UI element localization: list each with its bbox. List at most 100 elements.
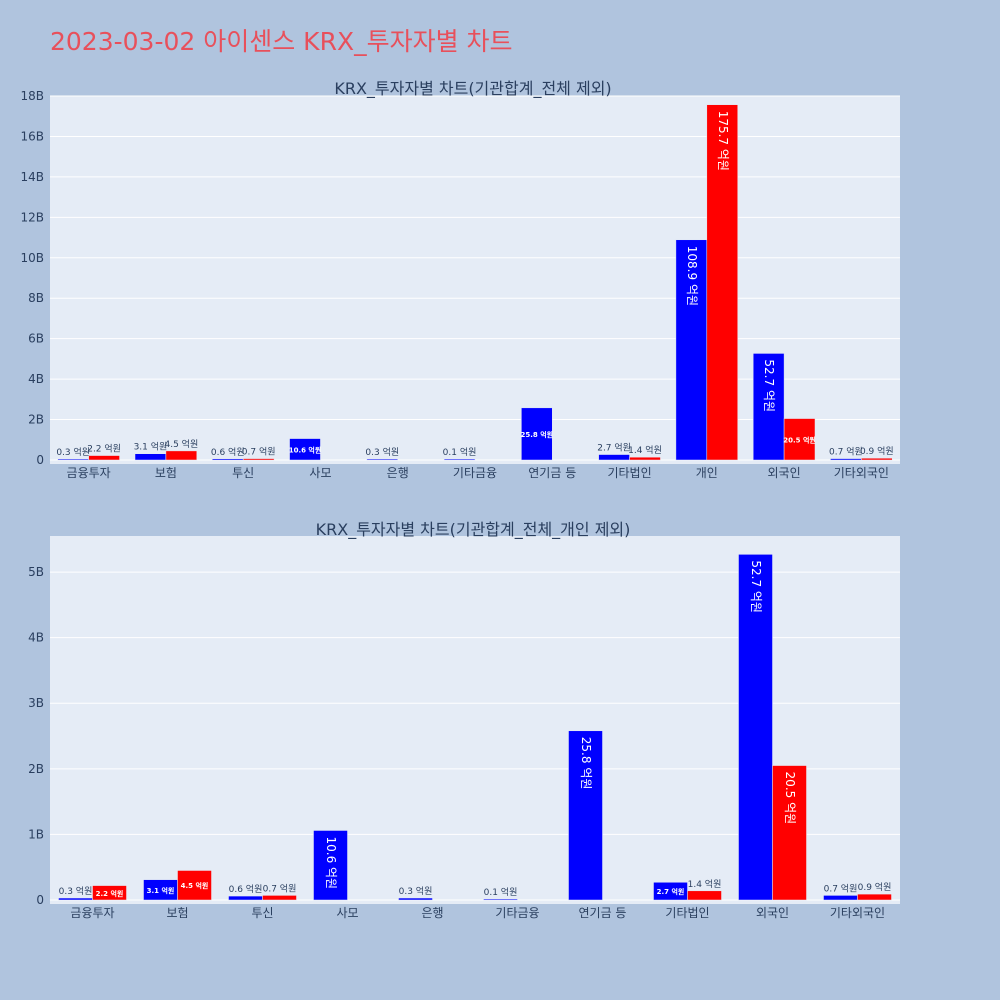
y-tick-label: 2B — [28, 762, 44, 776]
y-tick-label: 1B — [28, 827, 44, 841]
chart-top: 0 2B 4B 6B 8B 10B 12B 14B 16B 18B KRX_투자자별 차트(기관합계… — [20, 79, 900, 480]
data-label: 0.6 억원 — [211, 446, 245, 458]
y-tick-label: 4B — [28, 372, 44, 386]
bar — [687, 890, 722, 901]
x-tick-label: 은행 — [387, 465, 409, 480]
bar — [366, 458, 398, 461]
bar — [313, 830, 348, 901]
bar — [92, 885, 127, 901]
y-tick-label: 16B — [20, 129, 44, 143]
bar — [483, 898, 518, 901]
x-tick-label: 기타법인 — [665, 906, 709, 920]
data-label: 25.8 억원 — [579, 737, 593, 790]
y-tick-label: 0 — [36, 893, 44, 907]
data-label: 175.7 억원 — [716, 111, 730, 171]
x-tick-label: 외국인 — [768, 466, 801, 480]
x-tick-label: 외국인 — [756, 906, 789, 920]
data-label: 1.4 억원 — [688, 878, 722, 890]
bar — [772, 765, 807, 901]
page-title: 2023-03-02 아이센스 KRX_투자자별 차트 — [50, 27, 513, 56]
data-label: 10.6 억원 — [324, 836, 338, 889]
bar — [861, 457, 893, 461]
data-label: 20.5 억원 — [783, 435, 816, 444]
bar — [398, 897, 433, 901]
bar — [212, 458, 244, 461]
bar — [88, 455, 120, 461]
y-tick-label: 4B — [28, 631, 44, 645]
bar — [629, 456, 661, 461]
x-tick-label: 은행 — [421, 905, 443, 920]
x-tick-label: 금융투자 — [67, 466, 111, 480]
bar — [58, 897, 93, 901]
x-tick-label: 기타외국인 — [830, 906, 885, 920]
bar — [228, 895, 263, 901]
bar — [165, 450, 198, 461]
x-tick-label: 투신 — [251, 906, 273, 920]
data-label: 52.7 억원 — [762, 359, 776, 412]
x-tick-label: 개인 — [696, 466, 718, 480]
bar — [57, 458, 89, 461]
y-tick-label: 18B — [20, 89, 44, 103]
bar — [443, 458, 476, 461]
data-label: 2.2 억원 — [87, 443, 121, 455]
chart-title: KRX_투자자별 차트(기관합계_전체 제외) — [334, 79, 611, 99]
data-label: 0.7 억원 — [242, 446, 276, 458]
data-label: 0.3 억원 — [365, 446, 399, 458]
y-tick-label: 6B — [28, 332, 44, 346]
data-label: 0.7 억원 — [263, 882, 297, 894]
x-tick-label: 기타법인 — [607, 466, 651, 480]
data-label: 3.1 억원 — [134, 441, 168, 453]
bar — [177, 870, 212, 901]
x-tick-label: 보험 — [155, 466, 177, 480]
bar — [262, 895, 297, 901]
data-label: 20.5 억원 — [783, 772, 797, 825]
data-label: 2.7 억원 — [597, 442, 631, 454]
bar — [675, 239, 708, 461]
y-tick-label: 0 — [36, 453, 44, 467]
bar — [289, 438, 321, 461]
bar — [830, 458, 862, 461]
data-label: 3.1 억원 — [147, 886, 175, 895]
x-tick-label: 연기금 등 — [528, 466, 576, 480]
data-label: 2.2 억원 — [96, 889, 124, 898]
data-label: 0.6 억원 — [229, 883, 263, 895]
data-label: 1.4 억원 — [628, 444, 662, 456]
data-label: 4.5 억원 — [181, 881, 209, 890]
bar — [738, 554, 773, 901]
x-tick-label: 투신 — [232, 466, 254, 480]
x-tick-label: 기타금융 — [453, 466, 497, 480]
data-label: 0.7 억원 — [829, 446, 863, 458]
data-label: 0.7 억원 — [824, 882, 858, 894]
y-tick-label: 14B — [20, 170, 44, 184]
bar — [598, 454, 630, 461]
x-tick-label: 기타금융 — [495, 906, 539, 920]
y-tick-label: 3B — [28, 696, 44, 710]
y-tick-label: 10B — [20, 251, 44, 265]
data-label: 0.1 억원 — [484, 886, 518, 898]
y-tick-label: 8B — [28, 291, 44, 305]
data-label: 0.3 억원 — [59, 885, 93, 897]
bar — [568, 730, 603, 901]
data-label: 0.3 억원 — [399, 885, 433, 897]
bar — [823, 895, 858, 901]
bar — [521, 407, 553, 461]
data-label: 0.9 억원 — [858, 881, 892, 893]
data-label: 2.7 억원 — [657, 887, 685, 896]
bar — [706, 104, 738, 461]
data-label: 0.1 억원 — [443, 446, 477, 458]
data-label: 4.5 억원 — [164, 438, 198, 450]
y-tick-label: 2B — [28, 413, 44, 427]
x-tick-label: 보험 — [166, 906, 188, 920]
x-tick-label: 연기금 등 — [579, 906, 627, 920]
data-label: 0.9 억원 — [860, 445, 894, 457]
chart-title: KRX_투자자별 차트(기관합계_전체_개인 제외) — [316, 520, 631, 540]
data-label: 25.8 억원 — [521, 430, 554, 439]
bar — [857, 893, 892, 901]
bar — [783, 418, 816, 461]
x-tick-label: 기타외국인 — [834, 466, 889, 480]
x-tick-label: 사모 — [336, 906, 358, 920]
bar — [242, 458, 275, 461]
x-tick-label: 금융투자 — [70, 906, 114, 920]
data-label: 10.6 억원 — [289, 445, 322, 454]
